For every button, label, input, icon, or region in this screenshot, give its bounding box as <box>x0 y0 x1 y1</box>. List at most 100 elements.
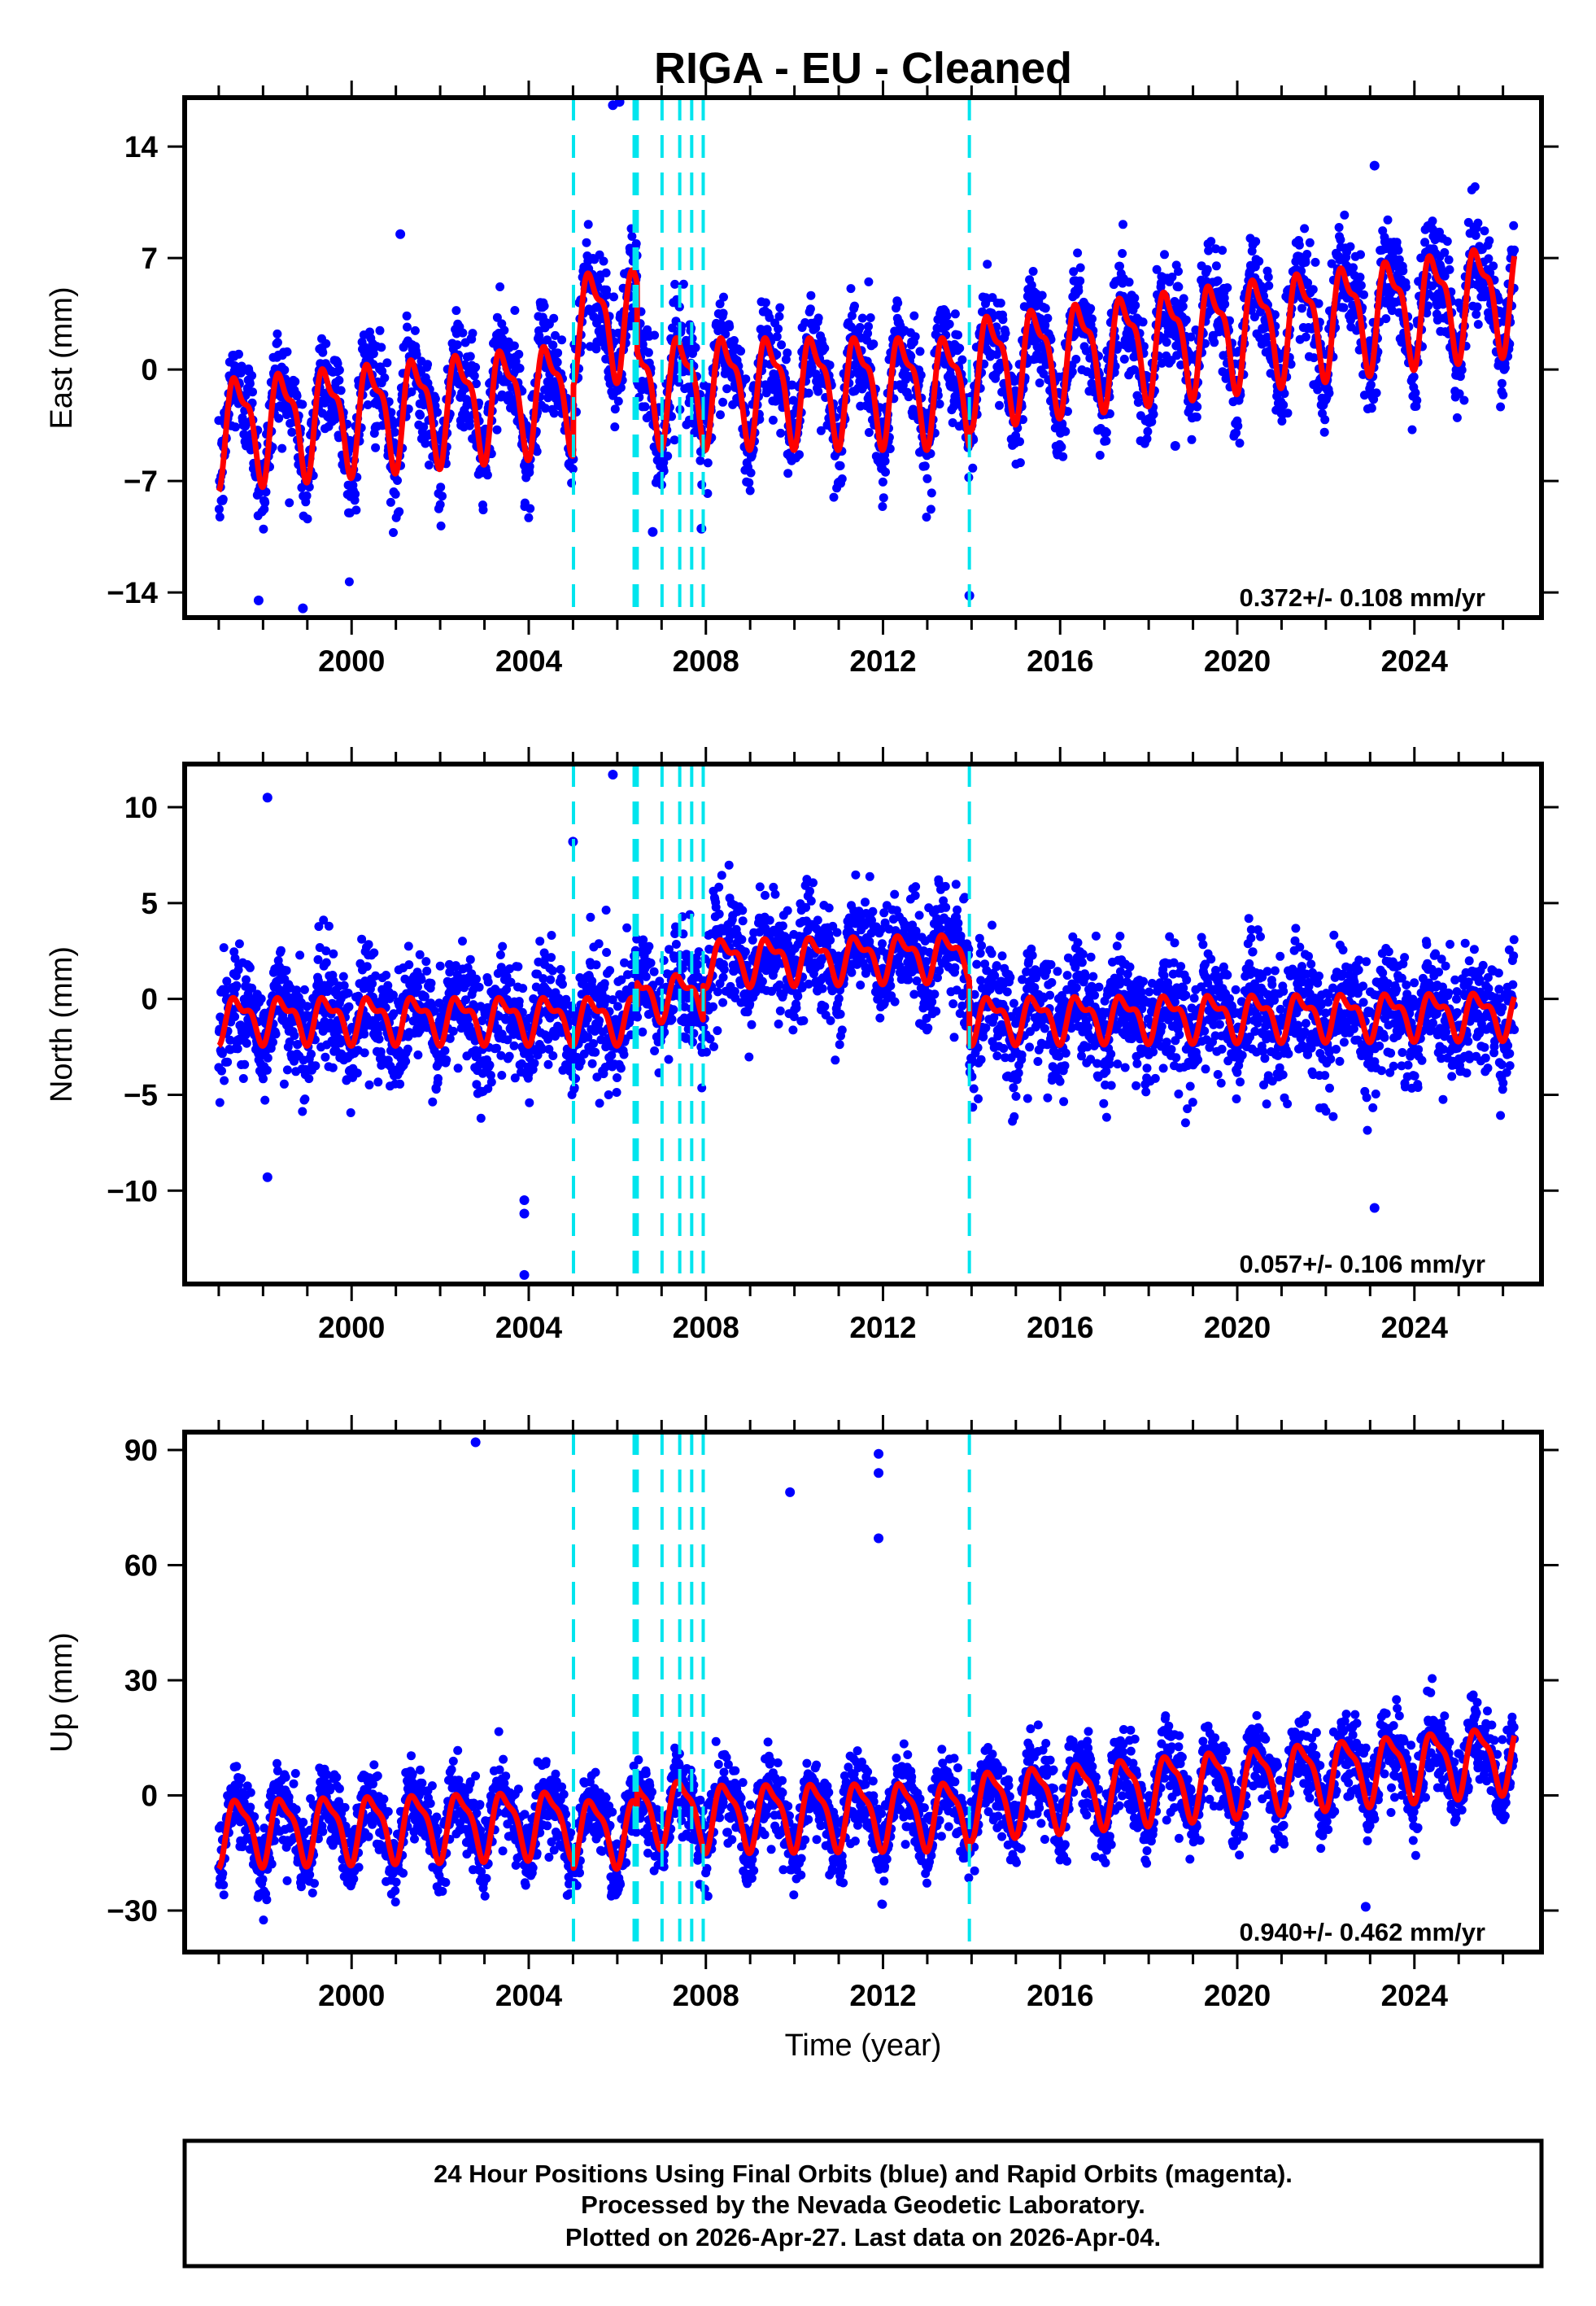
data-point <box>904 392 914 402</box>
data-point <box>557 335 567 345</box>
data-point <box>553 348 563 358</box>
data-point <box>346 1108 355 1117</box>
data-point <box>1484 254 1494 264</box>
data-point <box>1181 315 1191 325</box>
data-point <box>263 1053 273 1063</box>
data-point <box>419 422 429 432</box>
data-point <box>422 966 432 976</box>
data-point <box>594 939 604 949</box>
data-point <box>1254 256 1264 266</box>
data-point <box>426 978 436 988</box>
data-point <box>1308 285 1318 295</box>
data-point <box>486 1077 496 1087</box>
data-point <box>664 1055 674 1064</box>
data-point <box>321 338 331 348</box>
data-point <box>591 960 601 970</box>
data-point <box>556 965 565 974</box>
data-point <box>1509 221 1519 230</box>
data-point <box>595 1015 604 1025</box>
data-point <box>1040 304 1050 313</box>
data-point <box>1381 314 1391 324</box>
data-point <box>718 397 728 407</box>
data-point <box>744 478 754 487</box>
data-point <box>1355 273 1365 282</box>
plot-area-north <box>214 764 1520 1284</box>
data-point <box>927 488 936 498</box>
data-point <box>1119 220 1127 229</box>
data-point <box>468 329 477 338</box>
data-point <box>1067 367 1077 377</box>
data-point <box>1028 267 1038 276</box>
data-point <box>285 498 294 508</box>
data-point <box>380 373 390 382</box>
data-point <box>1302 250 1312 259</box>
data-point <box>1101 436 1111 446</box>
data-point <box>881 467 890 477</box>
data-point <box>377 343 386 352</box>
data-point <box>256 994 266 1003</box>
data-point <box>613 396 623 406</box>
data-point <box>1294 240 1304 250</box>
data-point <box>696 456 705 465</box>
data-point <box>334 375 344 385</box>
data-point <box>483 977 493 987</box>
data-point <box>775 303 785 312</box>
outlier-point <box>1369 160 1380 171</box>
data-point <box>368 979 377 989</box>
data-point <box>850 301 859 311</box>
data-point <box>497 1071 507 1080</box>
data-point <box>1223 283 1232 293</box>
data-point <box>1428 216 1437 226</box>
data-point <box>223 1057 233 1067</box>
data-point <box>650 330 660 340</box>
data-point <box>472 379 481 389</box>
outlier-point <box>696 523 707 534</box>
data-point <box>259 524 268 534</box>
data-point <box>650 1046 660 1055</box>
data-point <box>846 284 856 294</box>
data-point <box>813 387 823 396</box>
data-point <box>343 989 353 998</box>
data-point <box>1124 277 1134 287</box>
x-tick-label: 2016 <box>1027 644 1093 678</box>
data-point <box>1411 388 1420 398</box>
data-point <box>513 962 523 972</box>
data-point <box>910 332 920 342</box>
data-point <box>1251 237 1261 247</box>
data-point <box>638 1027 648 1037</box>
data-point <box>600 979 609 989</box>
data-point <box>268 1037 277 1047</box>
data-point <box>242 1038 251 1048</box>
data-point <box>334 365 344 375</box>
data-point <box>469 371 479 381</box>
data-point <box>495 282 505 291</box>
data-point <box>1473 320 1483 330</box>
data-point <box>879 493 888 503</box>
data-point <box>774 324 783 334</box>
data-point <box>605 966 615 976</box>
data-point <box>1235 439 1245 448</box>
data-point <box>1334 223 1344 232</box>
y-tick-label: −7 <box>124 465 158 498</box>
data-point <box>1075 263 1085 273</box>
data-point <box>1075 276 1085 286</box>
data-point <box>1340 210 1350 220</box>
data-point <box>1074 286 1084 295</box>
data-point <box>582 238 591 247</box>
data-point <box>548 1051 558 1060</box>
data-point <box>273 329 282 338</box>
model-fit-line-east <box>216 247 1518 494</box>
data-point <box>435 961 445 971</box>
data-point <box>1095 451 1105 460</box>
data-point <box>471 362 481 372</box>
data-point <box>1485 236 1494 246</box>
data-point <box>1213 276 1223 286</box>
data-point <box>783 348 792 358</box>
data-point <box>604 1090 613 1099</box>
data-point <box>280 365 290 375</box>
data-point <box>1349 263 1358 273</box>
data-point <box>552 357 562 367</box>
data-point <box>1472 302 1482 312</box>
data-point <box>351 505 361 515</box>
data-point <box>1345 242 1355 251</box>
